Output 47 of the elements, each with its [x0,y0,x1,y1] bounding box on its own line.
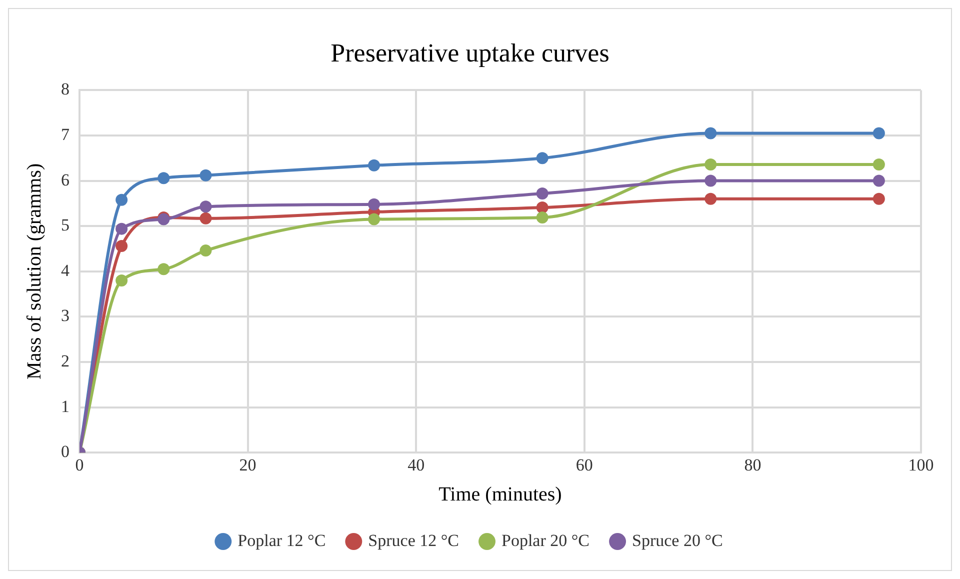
point [158,263,170,276]
point [536,152,548,164]
x-tick-label: 60 [576,455,593,474]
point [116,240,128,252]
x-axis-title: Time (minutes) [438,483,562,506]
point [116,222,128,235]
point [368,159,380,172]
point [200,244,212,257]
point [200,212,212,224]
point [116,274,128,286]
point [704,192,717,205]
y-axis-title: Mass of solution (gramms) [23,163,46,380]
y-tick-label: 1 [61,396,70,416]
y-tick-label: 6 [61,170,70,190]
point [704,158,717,170]
y-tick-label: 8 [61,80,70,99]
y-tick-label: 5 [61,216,70,235]
x-tick-label: 20 [239,455,256,474]
y-tick-label: 4 [61,260,70,280]
point [158,172,170,184]
y-tick-label: 0 [61,442,70,462]
point [368,213,380,226]
point [536,187,548,200]
chart-title: Preservative uptake curves [330,38,610,68]
legend-label: Poplar 12 °C [238,530,326,550]
point [536,211,548,224]
point [872,192,885,205]
point [200,200,212,213]
legend-label: Poplar 20 °C [502,530,590,550]
point [200,169,212,182]
point [368,198,380,210]
point [704,127,717,140]
point [872,127,885,140]
legend-label: Spruce 12 °C [368,530,459,550]
x-tick-label: 0 [75,455,84,474]
y-tick-label: 3 [61,306,70,326]
x-tick-label: 80 [744,455,762,474]
point [116,194,128,206]
x-tick-label: 40 [408,455,425,474]
y-tick-label: 7 [61,124,70,144]
point [704,174,717,187]
point [536,202,548,214]
y-tick-label: 2 [61,351,70,370]
point [872,158,885,170]
legend-label: Spruce 20 °C [632,530,723,550]
point [872,174,885,187]
x-tick-label: 100 [908,455,934,474]
